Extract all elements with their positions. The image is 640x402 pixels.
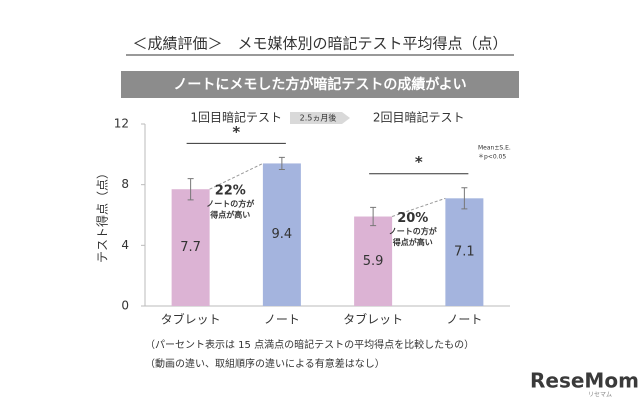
x-tick-label: ノート — [264, 313, 300, 327]
y-tick-label: 8 — [121, 177, 129, 191]
error-bar — [370, 206, 377, 227]
x-tick-label: タブレット — [343, 312, 403, 327]
logo: ReseMom — [530, 369, 639, 393]
trend-line — [391, 197, 446, 217]
page-title: ＜成績評価＞ メモ媒体別の暗記テスト平均得点（点） — [132, 35, 507, 53]
annotation-percent: 20% — [397, 211, 428, 226]
footnote: （動画の違い、取組順序の違いによる有意差はなし） — [145, 357, 385, 370]
annotation-text: 得点が高い — [209, 210, 250, 220]
banner-text: ノートにメモした方が暗記テストの成績がよい — [173, 76, 466, 93]
bar — [445, 198, 484, 306]
annotation-percent: 22% — [215, 184, 246, 199]
annotation-text: 得点が高い — [392, 237, 433, 247]
error-bar — [461, 187, 468, 210]
annotation-text: ノートの方が — [389, 226, 438, 236]
error-bar — [278, 156, 285, 170]
error-bar — [187, 178, 194, 201]
y-tick-label: 12 — [114, 117, 129, 131]
y-tick-label: 0 — [121, 299, 129, 313]
legend-note: ＊p<0.05 — [478, 154, 506, 161]
value-label: 5.9 — [363, 254, 384, 269]
bar — [354, 216, 393, 306]
panel-title: 2回目暗記テスト — [373, 110, 465, 125]
logo-sub: リセマム — [588, 392, 612, 399]
banner — [121, 71, 519, 98]
x-tick-label: ノート — [446, 313, 482, 327]
footnote: （パーセント表示は 15 点満点の暗記テストの平均得点を比較したもの） — [145, 338, 474, 351]
significance-star: * — [415, 153, 423, 171]
value-label: 7.7 — [180, 240, 201, 255]
y-tick-label: 4 — [121, 238, 129, 252]
interval-arrow — [290, 112, 350, 124]
legend-note: Mean±S.E. — [478, 145, 511, 152]
panel-title: 1回目暗記テスト — [190, 110, 282, 125]
bar — [171, 189, 210, 306]
bar — [262, 163, 301, 306]
value-label: 9.4 — [272, 227, 293, 242]
value-label: 7.1 — [454, 245, 475, 260]
x-tick-label: タブレット — [161, 312, 221, 327]
significance-star: * — [232, 123, 240, 141]
interval-label: 2.5ヵ月後 — [300, 113, 337, 123]
y-axis-label: テスト得点（点） — [95, 167, 110, 263]
annotation-text: ノートの方が — [206, 199, 255, 209]
